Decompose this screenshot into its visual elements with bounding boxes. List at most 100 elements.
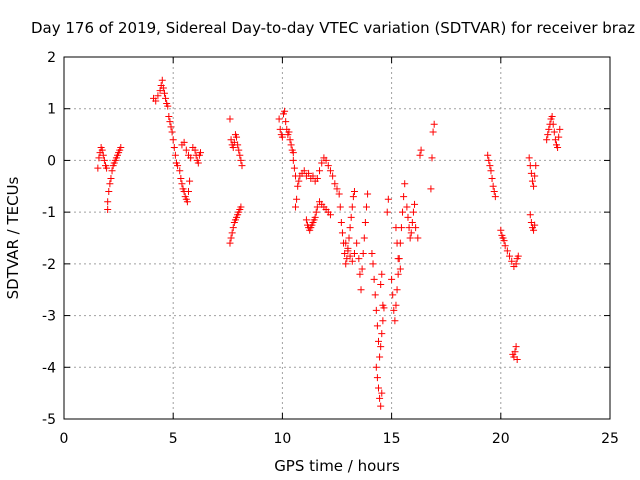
- data-point: [159, 84, 167, 92]
- data-point: [384, 195, 392, 203]
- data-point: [318, 159, 326, 167]
- data-point: [371, 291, 379, 299]
- data-point: [290, 164, 298, 172]
- data-point: [276, 125, 284, 133]
- y-tick-label: -2: [42, 257, 56, 273]
- data-point: [311, 213, 319, 221]
- data-point: [344, 247, 352, 255]
- data-point: [158, 76, 166, 84]
- data-point: [165, 112, 173, 120]
- data-point: [378, 270, 386, 278]
- data-point: [275, 115, 283, 123]
- data-point: [376, 353, 384, 361]
- data-point: [544, 131, 552, 139]
- data-point: [331, 180, 339, 188]
- data-point: [313, 203, 321, 211]
- data-point: [324, 162, 332, 170]
- data-point: [484, 151, 492, 159]
- data-point: [360, 234, 368, 242]
- y-tick-label: -4: [42, 360, 56, 376]
- data-point: [177, 175, 185, 183]
- data-point: [286, 136, 294, 144]
- data-point: [377, 402, 385, 410]
- data-point: [430, 120, 438, 128]
- data-point: [416, 151, 424, 159]
- data-point: [380, 304, 388, 312]
- data-point: [391, 317, 399, 325]
- data-point: [108, 167, 116, 175]
- data-point: [412, 224, 420, 232]
- data-point: [309, 172, 317, 180]
- data-point: [394, 270, 402, 278]
- data-point: [345, 234, 353, 242]
- data-point: [289, 149, 297, 157]
- data-point: [162, 94, 170, 102]
- x-tick-label: 10: [273, 431, 291, 447]
- data-point: [414, 234, 422, 242]
- data-point: [526, 211, 534, 219]
- data-point: [117, 144, 125, 151]
- x-tick-label: 15: [383, 431, 401, 447]
- data-point: [508, 257, 516, 265]
- data-point: [532, 162, 540, 170]
- data-point: [374, 337, 382, 345]
- data-point: [393, 286, 401, 294]
- data-point: [368, 250, 376, 258]
- data-point: [353, 239, 361, 247]
- data-point: [287, 141, 295, 149]
- data-point: [176, 167, 184, 175]
- data-point: [401, 180, 409, 188]
- data-point: [361, 218, 369, 226]
- x-axis-label: GPS time / hours: [274, 457, 400, 475]
- data-point: [428, 154, 436, 162]
- data-point: [377, 281, 385, 289]
- data-point: [326, 211, 334, 219]
- data-point: [100, 156, 108, 164]
- y-tick-label: -1: [42, 205, 56, 221]
- data-point: [338, 229, 346, 237]
- data-point: [362, 203, 370, 211]
- data-point: [174, 162, 182, 170]
- axis-ticks: [63, 56, 611, 420]
- data-point: [501, 242, 509, 250]
- data-point: [364, 190, 372, 198]
- x-tick-label: 25: [601, 431, 619, 447]
- data-point: [302, 216, 310, 224]
- data-point: [228, 229, 236, 237]
- data-point: [491, 193, 499, 201]
- data-point: [488, 175, 496, 183]
- data-point: [379, 317, 387, 325]
- data-point: [530, 182, 538, 190]
- data-point: [392, 224, 400, 232]
- data-point: [530, 226, 538, 234]
- data-point: [171, 151, 179, 159]
- data-point: [405, 224, 413, 232]
- data-point: [485, 156, 493, 164]
- data-point: [235, 146, 243, 154]
- data-point: [333, 185, 341, 193]
- data-point: [356, 270, 364, 278]
- data-point: [392, 301, 400, 309]
- data-point: [295, 177, 303, 185]
- data-point: [238, 162, 246, 170]
- data-point: [372, 306, 380, 314]
- y-tick-labels: -5 -4 -3 -2 -1 0 1 2: [42, 50, 56, 428]
- data-point: [349, 193, 357, 201]
- data-point: [322, 156, 330, 164]
- data-point: [348, 203, 356, 211]
- data-point: [511, 348, 519, 356]
- data-point: [94, 164, 102, 172]
- data-point: [400, 193, 408, 201]
- data-point: [374, 384, 382, 392]
- data-point: [545, 125, 553, 133]
- data-point: [427, 185, 435, 193]
- data-point: [377, 343, 385, 351]
- data-point: [429, 128, 437, 136]
- data-point: [500, 237, 508, 245]
- data-point: [278, 133, 286, 141]
- data-point: [555, 133, 563, 141]
- data-point: [554, 144, 562, 151]
- data-point: [411, 200, 419, 208]
- data-point: [167, 123, 175, 131]
- data-point: [393, 239, 401, 247]
